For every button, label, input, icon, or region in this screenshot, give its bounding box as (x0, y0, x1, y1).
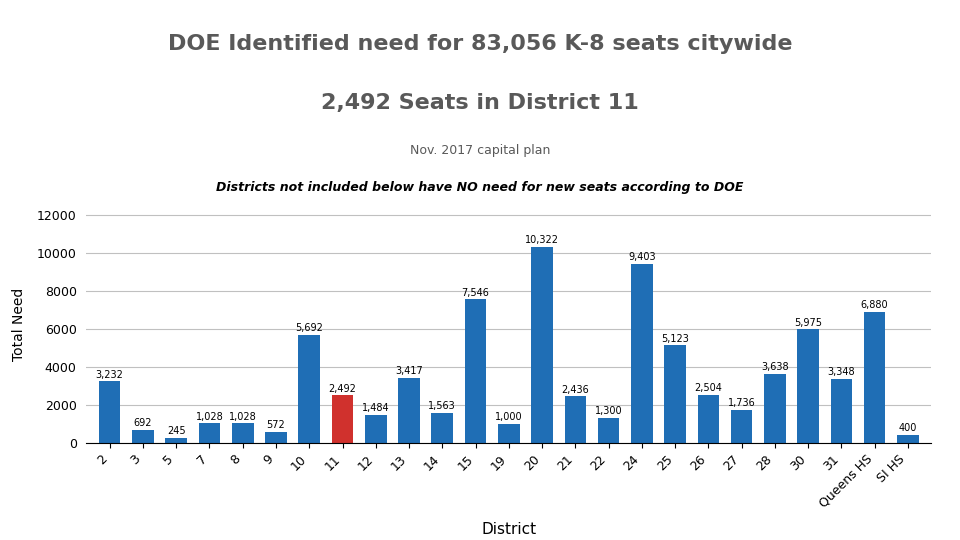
Text: Districts not included below have NO need for new seats according to DOE: Districts not included below have NO nee… (216, 181, 744, 194)
Text: 1,000: 1,000 (495, 412, 522, 422)
Bar (465, 299, 487, 443)
Bar (99, 381, 121, 443)
Bar (698, 395, 719, 443)
Text: 1,484: 1,484 (362, 403, 390, 413)
Text: DOE Identified need for 83,056 K-8 seats citywide: DOE Identified need for 83,056 K-8 seats… (168, 34, 792, 54)
Text: 2,436: 2,436 (562, 385, 589, 395)
Bar (830, 379, 852, 443)
Bar (498, 424, 519, 443)
Bar (265, 432, 287, 443)
Text: 1,563: 1,563 (428, 401, 456, 411)
Text: 400: 400 (899, 423, 917, 434)
Text: 1,300: 1,300 (595, 407, 622, 416)
Text: 572: 572 (267, 420, 285, 430)
Text: 692: 692 (133, 418, 153, 428)
Text: 5,123: 5,123 (661, 334, 689, 344)
Text: 3,417: 3,417 (396, 366, 423, 376)
Text: 2,492: 2,492 (328, 384, 356, 394)
Text: 3,232: 3,232 (96, 370, 124, 380)
Text: 5,692: 5,692 (296, 323, 324, 333)
Y-axis label: Total Need: Total Need (12, 287, 26, 361)
Text: 245: 245 (167, 427, 185, 436)
Bar (365, 415, 387, 443)
Text: 6,880: 6,880 (861, 300, 888, 310)
Text: 7,546: 7,546 (462, 288, 490, 298)
Bar (199, 423, 220, 443)
Text: 10,322: 10,322 (525, 235, 559, 245)
Bar (531, 247, 553, 443)
Text: 3,638: 3,638 (761, 362, 789, 372)
Bar (731, 410, 753, 443)
Text: 2,492 Seats in District 11: 2,492 Seats in District 11 (322, 93, 638, 113)
Bar (232, 423, 253, 443)
Bar (598, 418, 619, 443)
Bar (299, 335, 320, 443)
Text: Nov. 2017 capital plan: Nov. 2017 capital plan (410, 144, 550, 157)
Bar (431, 413, 453, 443)
Bar (664, 346, 685, 443)
Text: 2,504: 2,504 (694, 383, 722, 394)
Text: 1,736: 1,736 (728, 398, 756, 408)
Bar (764, 374, 785, 443)
Bar (798, 329, 819, 443)
Text: 1,028: 1,028 (196, 411, 224, 422)
Bar (631, 264, 653, 443)
Bar (165, 438, 187, 443)
Bar (864, 312, 885, 443)
Bar (564, 396, 587, 443)
Bar (398, 378, 420, 443)
Text: 3,348: 3,348 (828, 367, 855, 377)
Bar (132, 430, 154, 443)
Bar (897, 435, 919, 443)
Text: 9,403: 9,403 (628, 252, 656, 262)
Text: 1,028: 1,028 (228, 411, 256, 422)
Bar (332, 395, 353, 443)
X-axis label: District: District (481, 522, 537, 537)
Text: 5,975: 5,975 (794, 318, 822, 328)
